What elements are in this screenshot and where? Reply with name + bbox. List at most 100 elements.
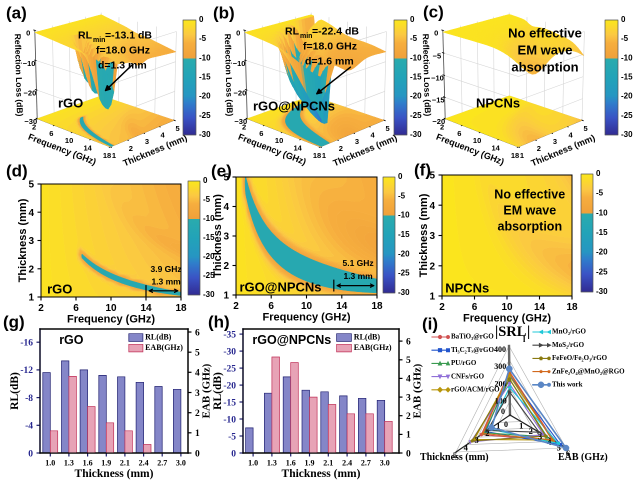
svg-text:rGO@NPCNs: rGO@NPCNs <box>253 98 335 113</box>
svg-text:(i): (i) <box>422 314 438 333</box>
svg-text:RL: RL <box>78 30 93 42</box>
svg-text:min: min <box>93 37 105 44</box>
svg-text:0: 0 <box>501 407 505 416</box>
svg-text:(g): (g) <box>3 312 25 331</box>
svg-text:3: 3 <box>553 137 557 146</box>
svg-text:2: 2 <box>537 144 541 153</box>
svg-text:(c): (c) <box>423 2 444 21</box>
svg-text:Reflection Loss (dB): Reflection Loss (dB) <box>13 34 25 117</box>
svg-text:6: 6 <box>195 328 200 338</box>
svg-text:-25: -25 <box>621 111 633 120</box>
svg-text:0: 0 <box>596 169 601 178</box>
svg-text:14: 14 <box>294 143 303 152</box>
svg-text:-15: -15 <box>203 233 215 242</box>
svg-text:(e): (e) <box>211 161 232 180</box>
svg-text:-30: -30 <box>199 130 211 139</box>
svg-text:1: 1 <box>519 421 523 431</box>
svg-text:2: 2 <box>242 122 246 131</box>
svg-text:1.3: 1.3 <box>64 459 74 468</box>
svg-text:Thickness (mm): Thickness (mm) <box>420 452 489 463</box>
svg-text:2: 2 <box>429 261 435 272</box>
svg-text:1: 1 <box>195 429 200 439</box>
svg-text:3: 3 <box>145 137 149 146</box>
svg-text:absorption: absorption <box>498 220 563 234</box>
svg-text:rGO: rGO <box>59 333 84 347</box>
svg-text:10: 10 <box>301 301 313 312</box>
svg-text:NPCNs: NPCNs <box>445 280 489 295</box>
svg-text:2: 2 <box>406 412 411 422</box>
svg-text:-20: -20 <box>199 92 211 101</box>
svg-text:1: 1 <box>429 292 435 303</box>
svg-text:0: 0 <box>26 29 30 38</box>
svg-text:Frequency (GHz): Frequency (GHz) <box>262 311 350 323</box>
svg-text:2: 2 <box>195 409 200 419</box>
svg-text:18: 18 <box>313 151 321 160</box>
svg-text:14: 14 <box>84 143 93 152</box>
svg-text:|SRL: |SRL <box>495 324 527 340</box>
svg-text:5: 5 <box>584 124 588 133</box>
svg-text:1: 1 <box>28 293 34 304</box>
svg-text:-30: -30 <box>223 347 236 357</box>
svg-text:-5: -5 <box>596 189 604 198</box>
svg-text:4: 4 <box>429 201 435 212</box>
svg-text:6: 6 <box>259 129 263 138</box>
svg-text:14: 14 <box>492 143 501 152</box>
svg-text:-30: -30 <box>203 290 215 299</box>
svg-text:−30: −30 <box>24 117 37 126</box>
svg-text:ZnFe₂O₄@MnO₂@RGO: ZnFe₂O₄@MnO₂@RGO <box>552 367 625 375</box>
svg-text:d=1.3 mm: d=1.3 mm <box>98 60 147 72</box>
svg-text:-30: -30 <box>398 288 410 297</box>
svg-text:Thickness (mm): Thickness (mm) <box>282 468 361 480</box>
svg-text:l: l <box>523 334 526 344</box>
svg-text:14: 14 <box>140 303 152 314</box>
svg-text:2: 2 <box>440 122 444 131</box>
svg-text:5: 5 <box>28 180 34 191</box>
svg-text:RL: RL <box>285 26 300 38</box>
svg-text:RL(dB): RL(dB) <box>212 372 224 410</box>
svg-text:-10: -10 <box>199 53 211 62</box>
svg-text:18: 18 <box>566 302 578 313</box>
svg-text:-15: -15 <box>199 73 211 82</box>
svg-text:-30: -30 <box>596 287 608 296</box>
svg-text:MnO₂/rGO: MnO₂/rGO <box>552 328 587 336</box>
svg-text:3.0: 3.0 <box>380 459 390 468</box>
svg-text:1.3: 1.3 <box>267 459 277 468</box>
svg-text:-25: -25 <box>203 271 215 280</box>
svg-text:-5: -5 <box>199 34 207 43</box>
svg-text:absorption: absorption <box>511 59 578 74</box>
svg-text:(a): (a) <box>6 3 27 22</box>
svg-text:2.7: 2.7 <box>361 459 371 468</box>
svg-text:1: 1 <box>223 291 229 302</box>
svg-text:300: 300 <box>494 362 506 371</box>
svg-text:18: 18 <box>371 301 383 312</box>
svg-text:0: 0 <box>434 29 438 38</box>
svg-text:EAB(GHz): EAB(GHz) <box>354 343 392 352</box>
svg-text:f=18.0 GHz: f=18.0 GHz <box>303 41 357 53</box>
svg-text:2: 2 <box>32 122 36 131</box>
svg-text:10: 10 <box>275 136 283 145</box>
svg-text:EAB (GHz): EAB (GHz) <box>411 363 423 418</box>
svg-text:5: 5 <box>557 443 561 453</box>
svg-text:0: 0 <box>504 420 508 429</box>
svg-text:-15: -15 <box>223 398 236 408</box>
svg-text:4: 4 <box>406 375 411 385</box>
svg-text:3: 3 <box>538 432 542 442</box>
svg-text:14: 14 <box>336 301 348 312</box>
svg-text:2: 2 <box>28 264 34 275</box>
svg-text:-10: -10 <box>223 415 236 425</box>
svg-text:-5: -5 <box>203 195 211 204</box>
svg-text:4: 4 <box>569 130 574 139</box>
svg-text:Thickness (mm): Thickness (mm) <box>75 468 154 480</box>
svg-text:0: 0 <box>28 449 33 459</box>
svg-text:5: 5 <box>195 349 200 359</box>
svg-text:6: 6 <box>268 301 274 312</box>
svg-text:-20: -20 <box>621 92 633 101</box>
svg-text:-10: -10 <box>410 53 422 62</box>
svg-text:2: 2 <box>439 302 445 313</box>
svg-text:BaTiO₃@rGO: BaTiO₃@rGO <box>451 333 494 341</box>
svg-text:rGO@NPCNs: rGO@NPCNs <box>240 280 322 295</box>
svg-text:-25: -25 <box>223 364 236 374</box>
svg-text:EM wave: EM wave <box>503 204 556 218</box>
svg-text:Frequency (GHz): Frequency (GHz) <box>67 313 155 325</box>
svg-text:−20: −20 <box>432 117 445 126</box>
